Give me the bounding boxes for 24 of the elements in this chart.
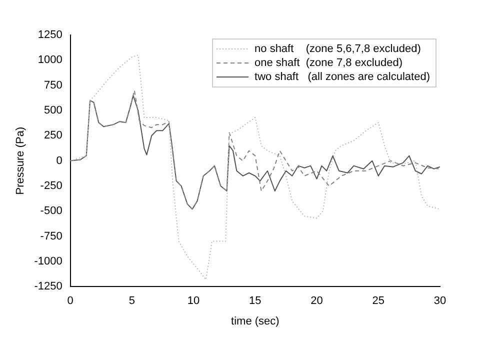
x-tick-label: 0 bbox=[67, 295, 74, 308]
x-tick-label: 15 bbox=[249, 295, 262, 308]
y-tick-label: 1250 bbox=[38, 29, 62, 42]
y-tick-label: -500 bbox=[40, 205, 62, 218]
x-axis-title: time (sec) bbox=[231, 315, 280, 328]
y-tick-label: 1000 bbox=[38, 54, 62, 66]
y-tick-label: 500 bbox=[44, 104, 62, 117]
y-tick-label: 0 bbox=[56, 154, 62, 167]
x-tick-label: 30 bbox=[434, 295, 446, 308]
x-tick-label: 5 bbox=[128, 295, 136, 308]
x-tick-label: 10 bbox=[187, 295, 200, 308]
line-series bbox=[70, 54, 440, 280]
y-tick-label: 750 bbox=[44, 79, 62, 92]
y-tick-label: -1000 bbox=[34, 255, 62, 268]
legend-label: one shaft (zone 7,8 excluded) bbox=[254, 57, 403, 70]
y-axis-title: Pressure (Pa) bbox=[14, 126, 27, 195]
y-tick-label: -750 bbox=[40, 230, 62, 242]
x-tick-label: 25 bbox=[372, 295, 385, 308]
legend-label: two shaft (all zones are calculated) bbox=[254, 71, 430, 84]
legend-label: no shaft (zone 5,6,7,8 excluded) bbox=[254, 43, 421, 56]
x-tick-label: 20 bbox=[310, 295, 323, 308]
y-tick-label: -250 bbox=[40, 180, 62, 192]
y-tick-label: -1250 bbox=[34, 280, 62, 293]
y-tick-label: 250 bbox=[44, 130, 62, 142]
